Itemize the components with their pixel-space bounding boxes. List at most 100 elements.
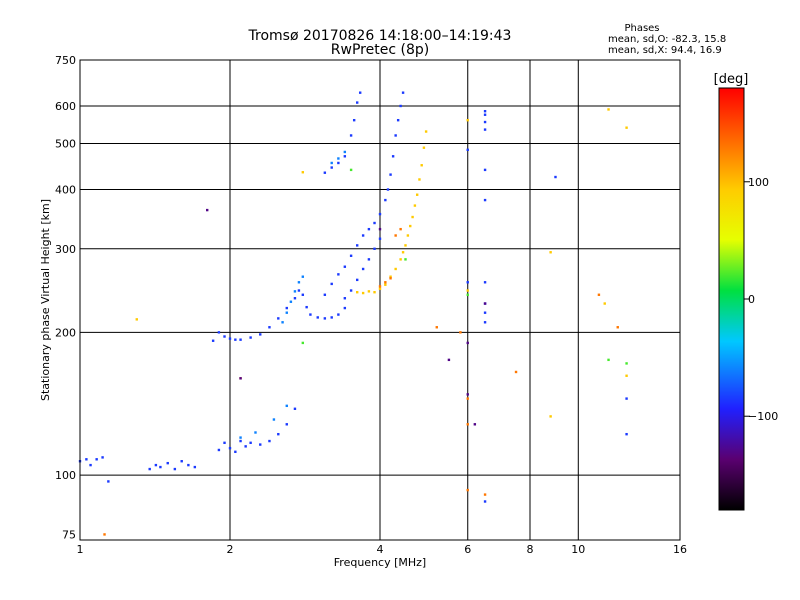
y-tick-label: 500 bbox=[55, 138, 76, 151]
data-point bbox=[466, 488, 469, 492]
data-point bbox=[483, 500, 487, 503]
data-point bbox=[285, 404, 288, 408]
data-point bbox=[394, 267, 397, 271]
data-point bbox=[358, 91, 362, 94]
data-point bbox=[223, 441, 226, 445]
data-point bbox=[148, 467, 151, 471]
data-point bbox=[239, 436, 242, 439]
data-point bbox=[228, 446, 232, 450]
data-point bbox=[330, 316, 333, 319]
data-point bbox=[309, 313, 312, 316]
x-tick-label: 1 bbox=[77, 543, 84, 556]
data-point bbox=[249, 336, 252, 339]
data-point bbox=[272, 418, 276, 421]
data-point bbox=[625, 362, 628, 365]
data-point bbox=[386, 188, 390, 191]
data-point bbox=[378, 212, 382, 216]
stats-x-mode: mean, sd,X: 94.4, 16.9 bbox=[608, 45, 722, 56]
data-point bbox=[343, 297, 347, 300]
data-point bbox=[355, 278, 359, 282]
data-point bbox=[305, 305, 308, 309]
data-point bbox=[297, 289, 301, 292]
data-point bbox=[483, 281, 487, 284]
data-point bbox=[404, 244, 407, 247]
data-point bbox=[396, 118, 400, 122]
data-point bbox=[401, 251, 405, 254]
x-axis-ticks: 1 2 4 6 8 10 16 bbox=[77, 543, 688, 556]
data-point bbox=[373, 221, 376, 225]
data-point bbox=[603, 302, 606, 305]
data-point bbox=[244, 445, 247, 448]
data-point bbox=[394, 234, 397, 237]
data-point bbox=[404, 258, 407, 261]
x-tick-label: 2 bbox=[227, 543, 234, 556]
data-point bbox=[277, 317, 280, 320]
data-point bbox=[466, 118, 469, 122]
data-point bbox=[159, 465, 162, 469]
data-point bbox=[373, 291, 376, 294]
data-point bbox=[355, 291, 359, 294]
data-point bbox=[415, 193, 419, 196]
data-point bbox=[483, 109, 487, 113]
data-point bbox=[355, 244, 359, 247]
data-point bbox=[285, 423, 288, 426]
data-point bbox=[466, 341, 469, 345]
data-point bbox=[323, 171, 327, 174]
colorbar: [deg] 100 0 −100 bbox=[714, 72, 778, 511]
data-point bbox=[193, 465, 197, 469]
data-point bbox=[289, 300, 293, 303]
data-point bbox=[259, 333, 262, 336]
x-tick-label: 10 bbox=[571, 543, 585, 556]
data-point bbox=[384, 283, 387, 286]
data-point bbox=[223, 335, 226, 338]
data-point bbox=[323, 317, 327, 320]
data-point bbox=[367, 290, 371, 293]
plot-frame bbox=[79, 59, 681, 541]
data-point bbox=[597, 293, 601, 296]
data-point bbox=[394, 134, 397, 137]
data-point bbox=[349, 134, 353, 137]
data-point bbox=[180, 460, 183, 463]
data-point bbox=[154, 463, 158, 467]
data-point bbox=[301, 171, 305, 174]
data-point bbox=[352, 118, 356, 122]
data-point bbox=[466, 289, 469, 292]
data-point bbox=[337, 313, 340, 316]
data-point bbox=[107, 480, 110, 483]
data-point bbox=[361, 291, 365, 295]
data-point bbox=[384, 281, 387, 284]
data-point bbox=[254, 431, 257, 434]
data-point bbox=[337, 161, 340, 165]
data-point bbox=[301, 293, 305, 296]
data-point bbox=[343, 155, 347, 158]
data-point bbox=[483, 168, 487, 172]
y-tick-label: 400 bbox=[55, 184, 76, 197]
x-tick-label: 6 bbox=[464, 543, 471, 556]
data-point bbox=[281, 321, 284, 324]
data-point bbox=[249, 441, 252, 445]
data-point bbox=[549, 415, 552, 418]
data-point bbox=[406, 234, 410, 237]
x-tick-label: 8 bbox=[527, 543, 534, 556]
data-point bbox=[409, 224, 412, 228]
data-point bbox=[205, 208, 209, 212]
data-point bbox=[483, 302, 487, 305]
data-point bbox=[378, 287, 382, 291]
data-point bbox=[401, 91, 405, 94]
chart-title: Tromsø 20170826 14:18:00–14:19:43 bbox=[248, 28, 512, 44]
data-point bbox=[361, 234, 365, 237]
data-points bbox=[78, 91, 628, 536]
data-point bbox=[330, 166, 333, 169]
data-point bbox=[466, 281, 469, 284]
data-point bbox=[187, 463, 190, 467]
y-tick-label: 600 bbox=[55, 100, 76, 113]
data-point bbox=[483, 311, 487, 314]
y-axis-label: Stationary phase Virtual Height [km] bbox=[39, 199, 52, 401]
data-point bbox=[483, 128, 487, 131]
data-point bbox=[293, 407, 297, 410]
data-point bbox=[607, 358, 610, 362]
colorbar-tick-label: 100 bbox=[748, 176, 769, 189]
data-point bbox=[173, 467, 177, 471]
data-point bbox=[239, 377, 242, 380]
data-point bbox=[297, 281, 301, 284]
